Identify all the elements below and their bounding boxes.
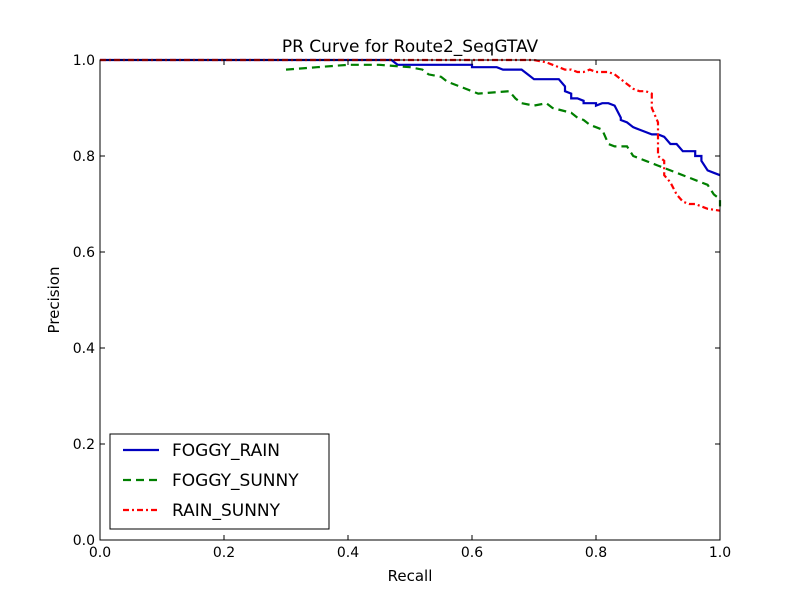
x-tick-label: 0.4 — [337, 545, 359, 561]
x-tick-label: 0.2 — [213, 545, 235, 561]
y-tick-label: 0.8 — [73, 149, 95, 165]
y-axis-label: Precision — [45, 267, 63, 334]
series-line-rain-sunny — [100, 58, 721, 212]
y-tick-label: 0.6 — [73, 245, 95, 261]
x-axis-label: Recall — [388, 567, 433, 585]
legend-label-foggy-sunny: FOGGY_SUNNY — [172, 471, 299, 491]
chart-title: PR Curve for Route2_SeqGTAV — [282, 37, 539, 57]
x-tick-label: 0.0 — [89, 545, 111, 561]
x-tick-label: 1.0 — [709, 545, 731, 561]
legend-label-rain-sunny: RAIN_SUNNY — [172, 501, 281, 521]
legend: FOGGY_RAIN FOGGY_SUNNY RAIN_SUNNY — [109, 433, 330, 530]
series-lines — [100, 58, 722, 212]
x-tick-label: 0.6 — [461, 545, 483, 561]
y-tick-label: 1.0 — [73, 53, 95, 69]
series-line-foggy-sunny — [285, 63, 722, 207]
plot-frame — [99, 59, 721, 541]
legend-label-foggy-rain: FOGGY_RAIN — [172, 441, 280, 461]
y-tick-label: 0.4 — [73, 341, 95, 357]
y-tick-label: 0.2 — [73, 437, 95, 453]
x-tick-label: 0.8 — [585, 545, 607, 561]
series-line-foggy-rain — [100, 58, 721, 177]
axis-ticks: 0.0 0.2 0.4 0.6 0.8 1.0 0.0 0.2 0.4 0.6 0.8 1.0 — [73, 53, 731, 561]
y-tick-label: 0.0 — [73, 533, 95, 549]
